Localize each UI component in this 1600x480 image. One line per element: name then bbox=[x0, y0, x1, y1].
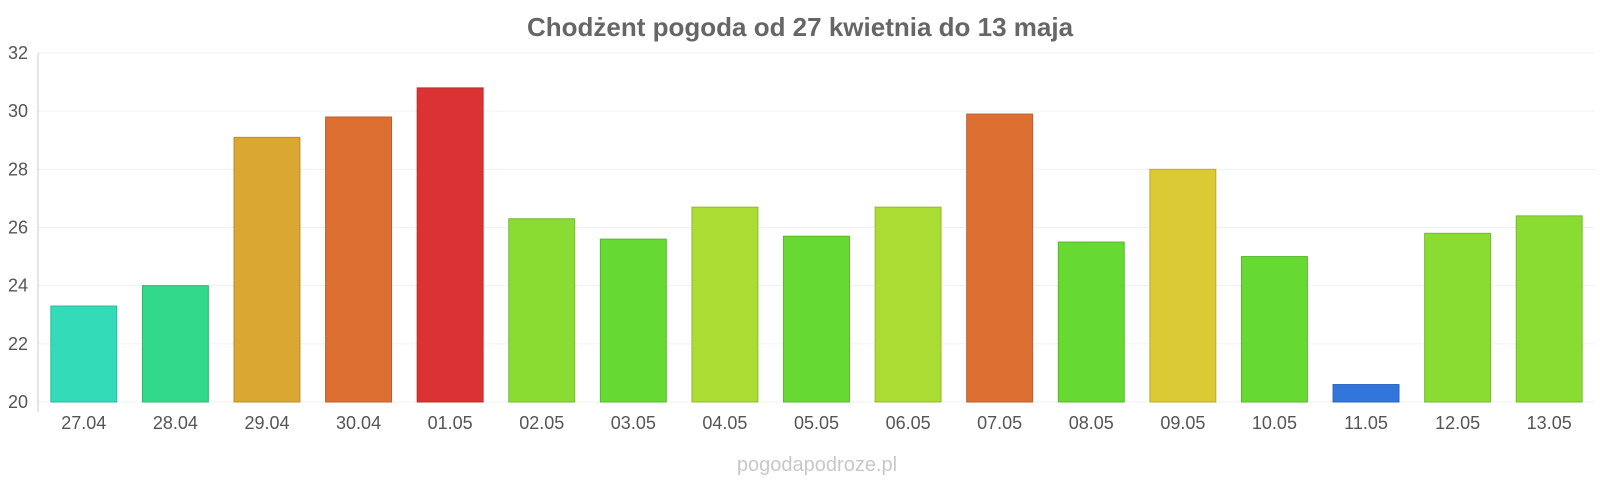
x-tick-label: 27.04 bbox=[61, 413, 106, 433]
x-tick-label: 11.05 bbox=[1344, 413, 1388, 433]
x-tick-label: 02.05 bbox=[519, 413, 564, 433]
x-tick-label: 29.04 bbox=[244, 413, 289, 433]
watermark: pogodapodroze.pl bbox=[737, 454, 897, 476]
bar-12.05 bbox=[1424, 232, 1492, 403]
x-tick-label: 01.05 bbox=[428, 413, 473, 433]
x-tick-label: 13.05 bbox=[1527, 413, 1572, 433]
y-axis: 20 22 24 26 28 30 32 bbox=[8, 43, 39, 412]
bar-09.05 bbox=[1149, 168, 1217, 403]
chart-title: Chodżent pogoda od 27 kwietnia do 13 maj… bbox=[527, 12, 1074, 42]
x-tick-label: 09.05 bbox=[1160, 413, 1205, 433]
bar-28.04 bbox=[141, 285, 209, 403]
y-tick-label: 26 bbox=[8, 218, 28, 238]
bar-04.05 bbox=[691, 206, 759, 403]
bar-06.05 bbox=[874, 206, 942, 403]
bar-01.05 bbox=[416, 87, 484, 403]
bar-27.04 bbox=[50, 305, 118, 403]
y-tick-label: 30 bbox=[8, 101, 28, 121]
x-tick-label: 08.05 bbox=[1069, 413, 1114, 433]
x-tick-label: 30.04 bbox=[336, 413, 381, 433]
x-tick-label: 05.05 bbox=[794, 413, 839, 433]
bar-07.05 bbox=[966, 113, 1034, 403]
x-tick-label: 06.05 bbox=[886, 413, 931, 433]
y-tick-label: 24 bbox=[8, 276, 28, 296]
y-tick-label: 22 bbox=[8, 334, 28, 354]
bars bbox=[50, 87, 1583, 403]
bar-10.05 bbox=[1240, 256, 1308, 403]
y-tick-label: 20 bbox=[8, 392, 28, 412]
bar-11.05 bbox=[1332, 384, 1400, 403]
x-tick-label: 28.04 bbox=[153, 413, 198, 433]
x-tick-label: 12.05 bbox=[1435, 413, 1480, 433]
y-tick-label: 28 bbox=[8, 159, 28, 179]
y-tick-label: 32 bbox=[8, 43, 28, 63]
x-tick-label: 04.05 bbox=[702, 413, 747, 433]
x-tick-label: 03.05 bbox=[611, 413, 656, 433]
bar-13.05 bbox=[1515, 215, 1583, 403]
bar-05.05 bbox=[783, 235, 850, 403]
bar-30.04 bbox=[325, 116, 393, 403]
x-tick-label: 10.05 bbox=[1252, 413, 1297, 433]
bar-03.05 bbox=[599, 238, 667, 403]
bar-02.05 bbox=[508, 218, 576, 403]
bar-08.05 bbox=[1057, 241, 1125, 403]
bar-29.04 bbox=[233, 136, 301, 403]
x-axis: 27.04 28.04 29.04 30.04 01.05 02.05 03.05 04.05… bbox=[61, 413, 1571, 433]
x-tick-label: 07.05 bbox=[977, 413, 1022, 433]
